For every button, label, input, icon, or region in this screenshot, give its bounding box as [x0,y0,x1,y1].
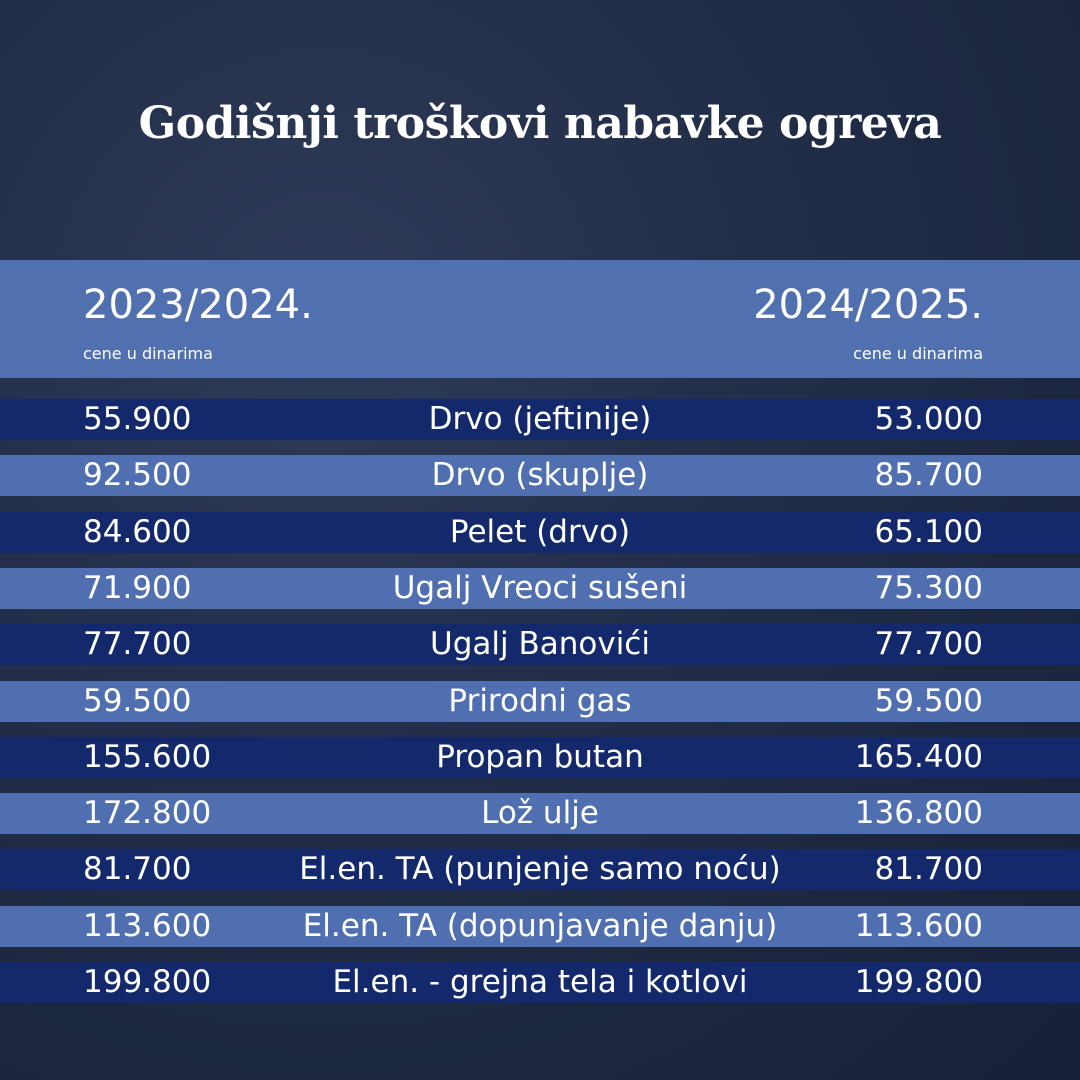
price-2024: 53.000 [874,401,983,437]
table-row: 155.600 Propan butan 165.400 [0,736,1080,778]
fuel-type: Ugalj Banovići [430,626,650,663]
price-2024: 165.400 [854,738,983,775]
price-2024: 75.300 [874,569,983,606]
fuel-type: Ugalj Vreoci sušeni [392,569,688,606]
column-note: cene u dinarima [83,344,213,363]
price-2023: 84.600 [83,513,192,550]
price-2023: 77.700 [83,626,192,663]
fuel-type: Prirodni gas [448,682,632,719]
fuel-type: El.en. TA (punjenje samo noću) [299,851,781,888]
table-row: 113.600 El.en. TA (dopunjavanje danju) 113… [0,905,1080,947]
table-row: 92.500 Drvo (skuplje) 85.700 [0,455,1080,497]
fuel-type: Drvo (skuplje) [431,457,649,494]
price-2023: 81.700 [83,851,192,888]
price-2024: 136.800 [854,795,983,832]
price-2023: 113.600 [83,907,212,944]
price-2024: 113.600 [854,907,983,944]
fuel-type: Lož ulje [481,795,599,832]
price-2023: 59.500 [83,682,192,719]
price-2024: 65.100 [874,513,983,550]
table-row: 172.800 Lož ulje 136.800 [0,793,1080,835]
table-row: 71.900 Ugalj Vreoci sušeni 75.300 [0,567,1080,609]
fuel-type: Drvo (jeftinije) [428,401,652,437]
column-year: 2024/2025. [753,282,983,328]
price-2023: 172.800 [83,795,212,832]
table-header: 2023/2024. cene u dinarima 2024/2025. ce… [0,260,1080,378]
price-2024: 77.700 [874,626,983,663]
price-2023: 155.600 [83,738,212,775]
table-row: 84.600 Pelet (drvo) 65.100 [0,511,1080,553]
price-2024: 59.500 [874,682,983,719]
table-row: 77.700 Ugalj Banovići 77.700 [0,624,1080,666]
price-2023: 199.800 [83,964,212,1000]
column-note: cene u dinarima [853,344,983,363]
fuel-type: El.en. - grejna tela i kotlovi [332,964,748,1000]
price-2024: 85.700 [874,457,983,494]
fuel-type: Pelet (drvo) [449,513,631,550]
price-2023: 55.900 [83,401,192,437]
fuel-type: Propan butan [436,738,644,775]
price-2024: 81.700 [874,851,983,888]
price-2023: 71.900 [83,569,192,606]
title: Godišnji troškovi nabavke ogreva [138,98,942,149]
price-2023: 92.500 [83,457,192,494]
price-2024: 199.800 [854,964,983,1000]
fuel-type: El.en. TA (dopunjavanje danju) [302,907,778,944]
table-row: 199.800 El.en. - grejna tela i kotlovi 199… [0,962,1080,1003]
table-row: 81.700 El.en. TA (punjenje samo noću) 81.7… [0,849,1080,891]
column-year: 2023/2024. [83,282,313,328]
table-row: 55.900 Drvo (jeftinije) 53.000 [0,399,1080,440]
table-row: 59.500 Prirodni gas 59.500 [0,680,1080,722]
